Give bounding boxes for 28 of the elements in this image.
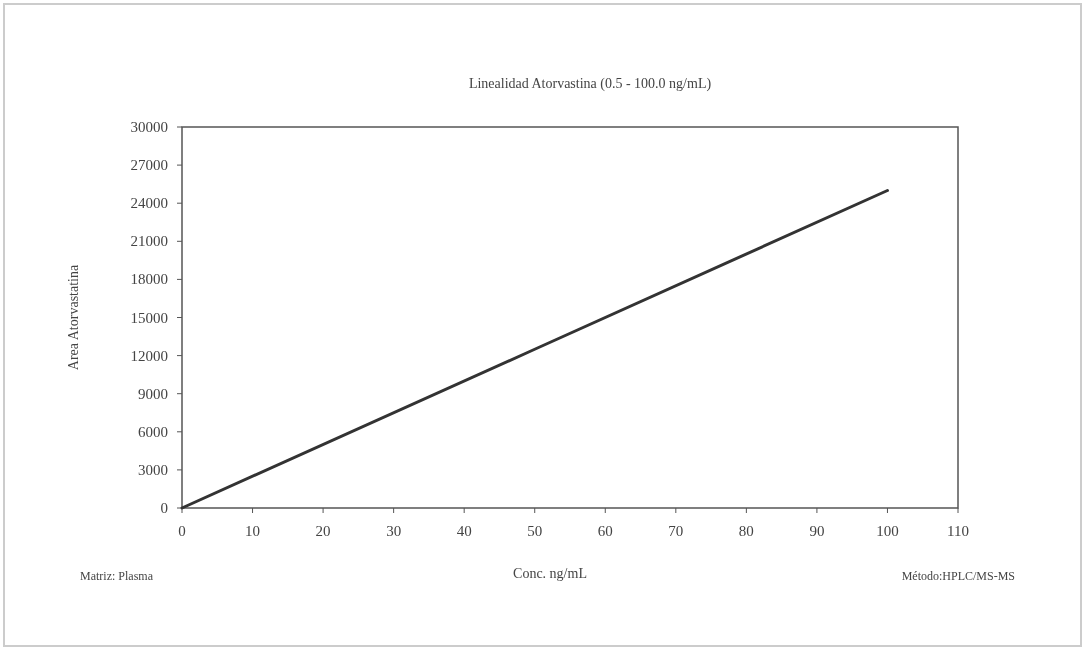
x-tick-label: 10 (245, 523, 261, 539)
x-tick-label: 80 (738, 523, 754, 539)
y-tick-label: 21000 (130, 233, 168, 250)
x-tick-label: 100 (876, 523, 899, 539)
x-axis-title: Conc. ng/mL (513, 566, 587, 581)
x-tick-label: 40 (456, 523, 472, 539)
y-axis-title: Area Atorvastatina (66, 264, 81, 371)
x-tick-label: 90 (809, 523, 825, 539)
y-tick-label: 6000 (138, 423, 168, 440)
x-tick-label: 50 (527, 523, 543, 539)
y-tick-label: 9000 (138, 385, 168, 402)
x-tick-label: 110 (947, 523, 969, 539)
text: Matriz: Plasma (80, 569, 154, 583)
y-tick-label: 0 (160, 500, 168, 516)
y-tick-label: 12000 (130, 347, 168, 364)
x-tick-label: 0 (178, 523, 186, 539)
y-tick-label: 18000 (130, 271, 168, 288)
x-tick-label: 70 (668, 523, 684, 539)
text: Método:HPLC/MS-MS (901, 569, 1015, 583)
y-tick-label: 30000 (130, 119, 168, 135)
x-tick-label: 20 (315, 523, 331, 539)
y-tick-label: 15000 (130, 309, 168, 326)
chart-title: Linealidad Atorvastina (0.5 - 100.0 ng/mL) (468, 76, 712, 92)
y-tick-label: 24000 (130, 195, 168, 212)
x-tick-label: 30 (386, 523, 402, 539)
y-tick-label: 27000 (130, 157, 168, 174)
y-tick-label: 3000 (138, 461, 168, 478)
x-tick-label: 60 (597, 523, 613, 539)
